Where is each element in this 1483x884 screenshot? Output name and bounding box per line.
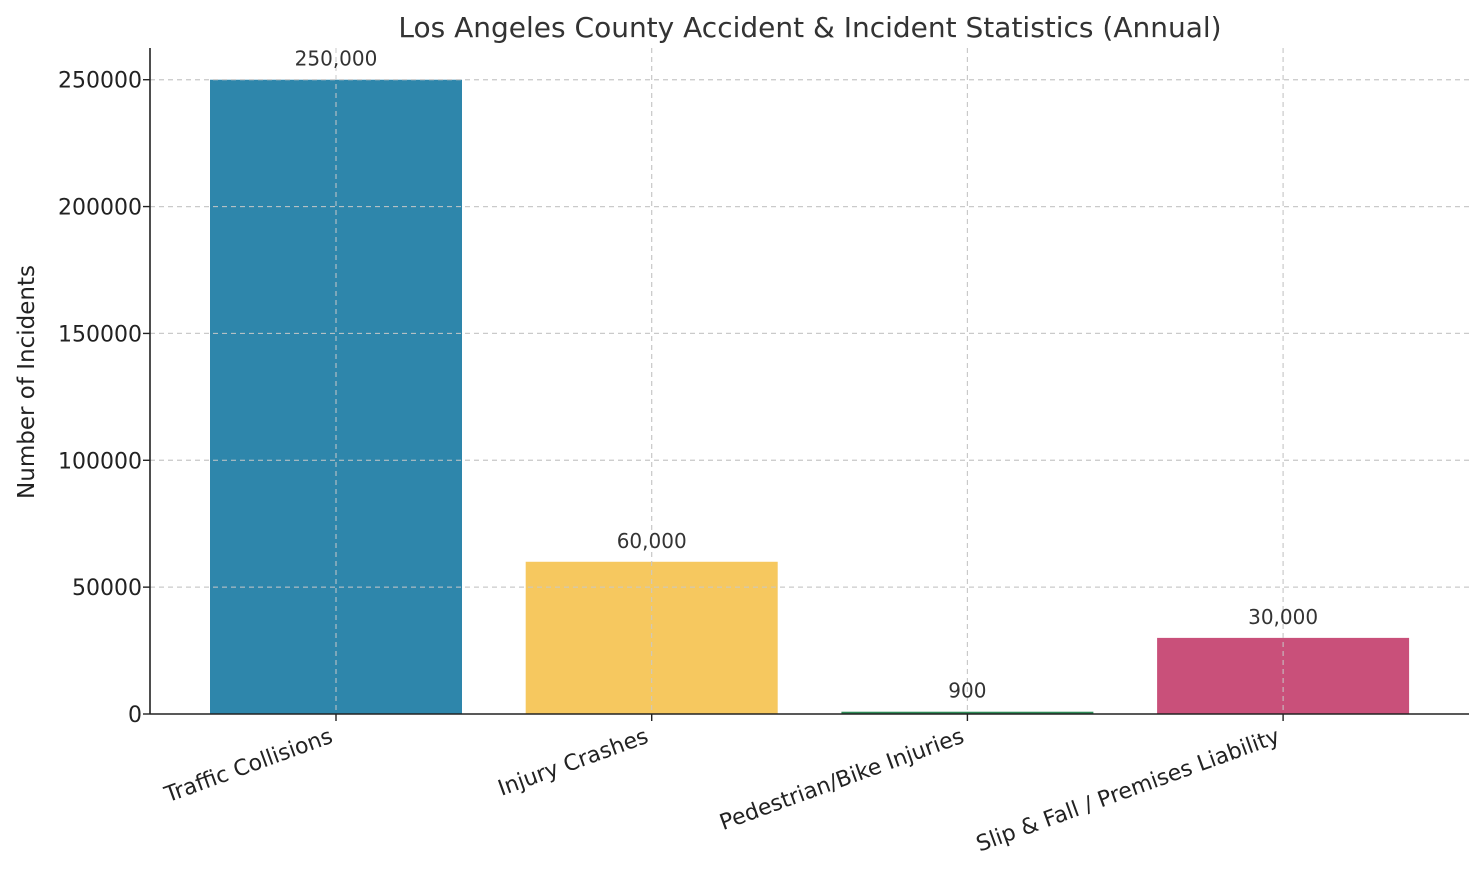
bar-value-label: 30,000 (1248, 605, 1318, 629)
x-ticks: Traffic Collisions Injury Crashes Pedestri… (161, 714, 1284, 857)
bar-value-label: 60,000 (617, 529, 687, 553)
y-tick-label: 50000 (72, 576, 142, 601)
x-tick-label: Pedestrian/Bike Injuries (717, 724, 968, 836)
bar (1157, 637, 1410, 714)
bar-value-labels: 250,000 60,000 900 30,000 (295, 47, 1318, 703)
y-tick-label: 150000 (58, 322, 142, 347)
axes-layer (149, 48, 1469, 715)
bar-value-label: 900 (948, 679, 986, 703)
x-tick-label: Traffic Collisions (161, 724, 337, 808)
bar-value-label: 250,000 (295, 47, 378, 71)
y-ticks: 0 50000 100000 150000 200000 250000 (58, 69, 150, 728)
y-tick-label: 0 (128, 703, 142, 728)
y-axis-label: Number of Incidents (14, 265, 40, 499)
y-tick-label: 100000 (58, 449, 142, 474)
x-tick-label: Slip & Fall / Premises Liability (973, 724, 1283, 857)
x-tick-label: Injury Crashes (495, 724, 652, 801)
y-tick-label: 200000 (58, 196, 142, 221)
chart-title: Los Angeles County Accident & Incident S… (398, 11, 1221, 44)
bar (841, 711, 1094, 714)
y-tick-label: 250000 (58, 69, 142, 94)
bars-layer (150, 48, 1469, 714)
